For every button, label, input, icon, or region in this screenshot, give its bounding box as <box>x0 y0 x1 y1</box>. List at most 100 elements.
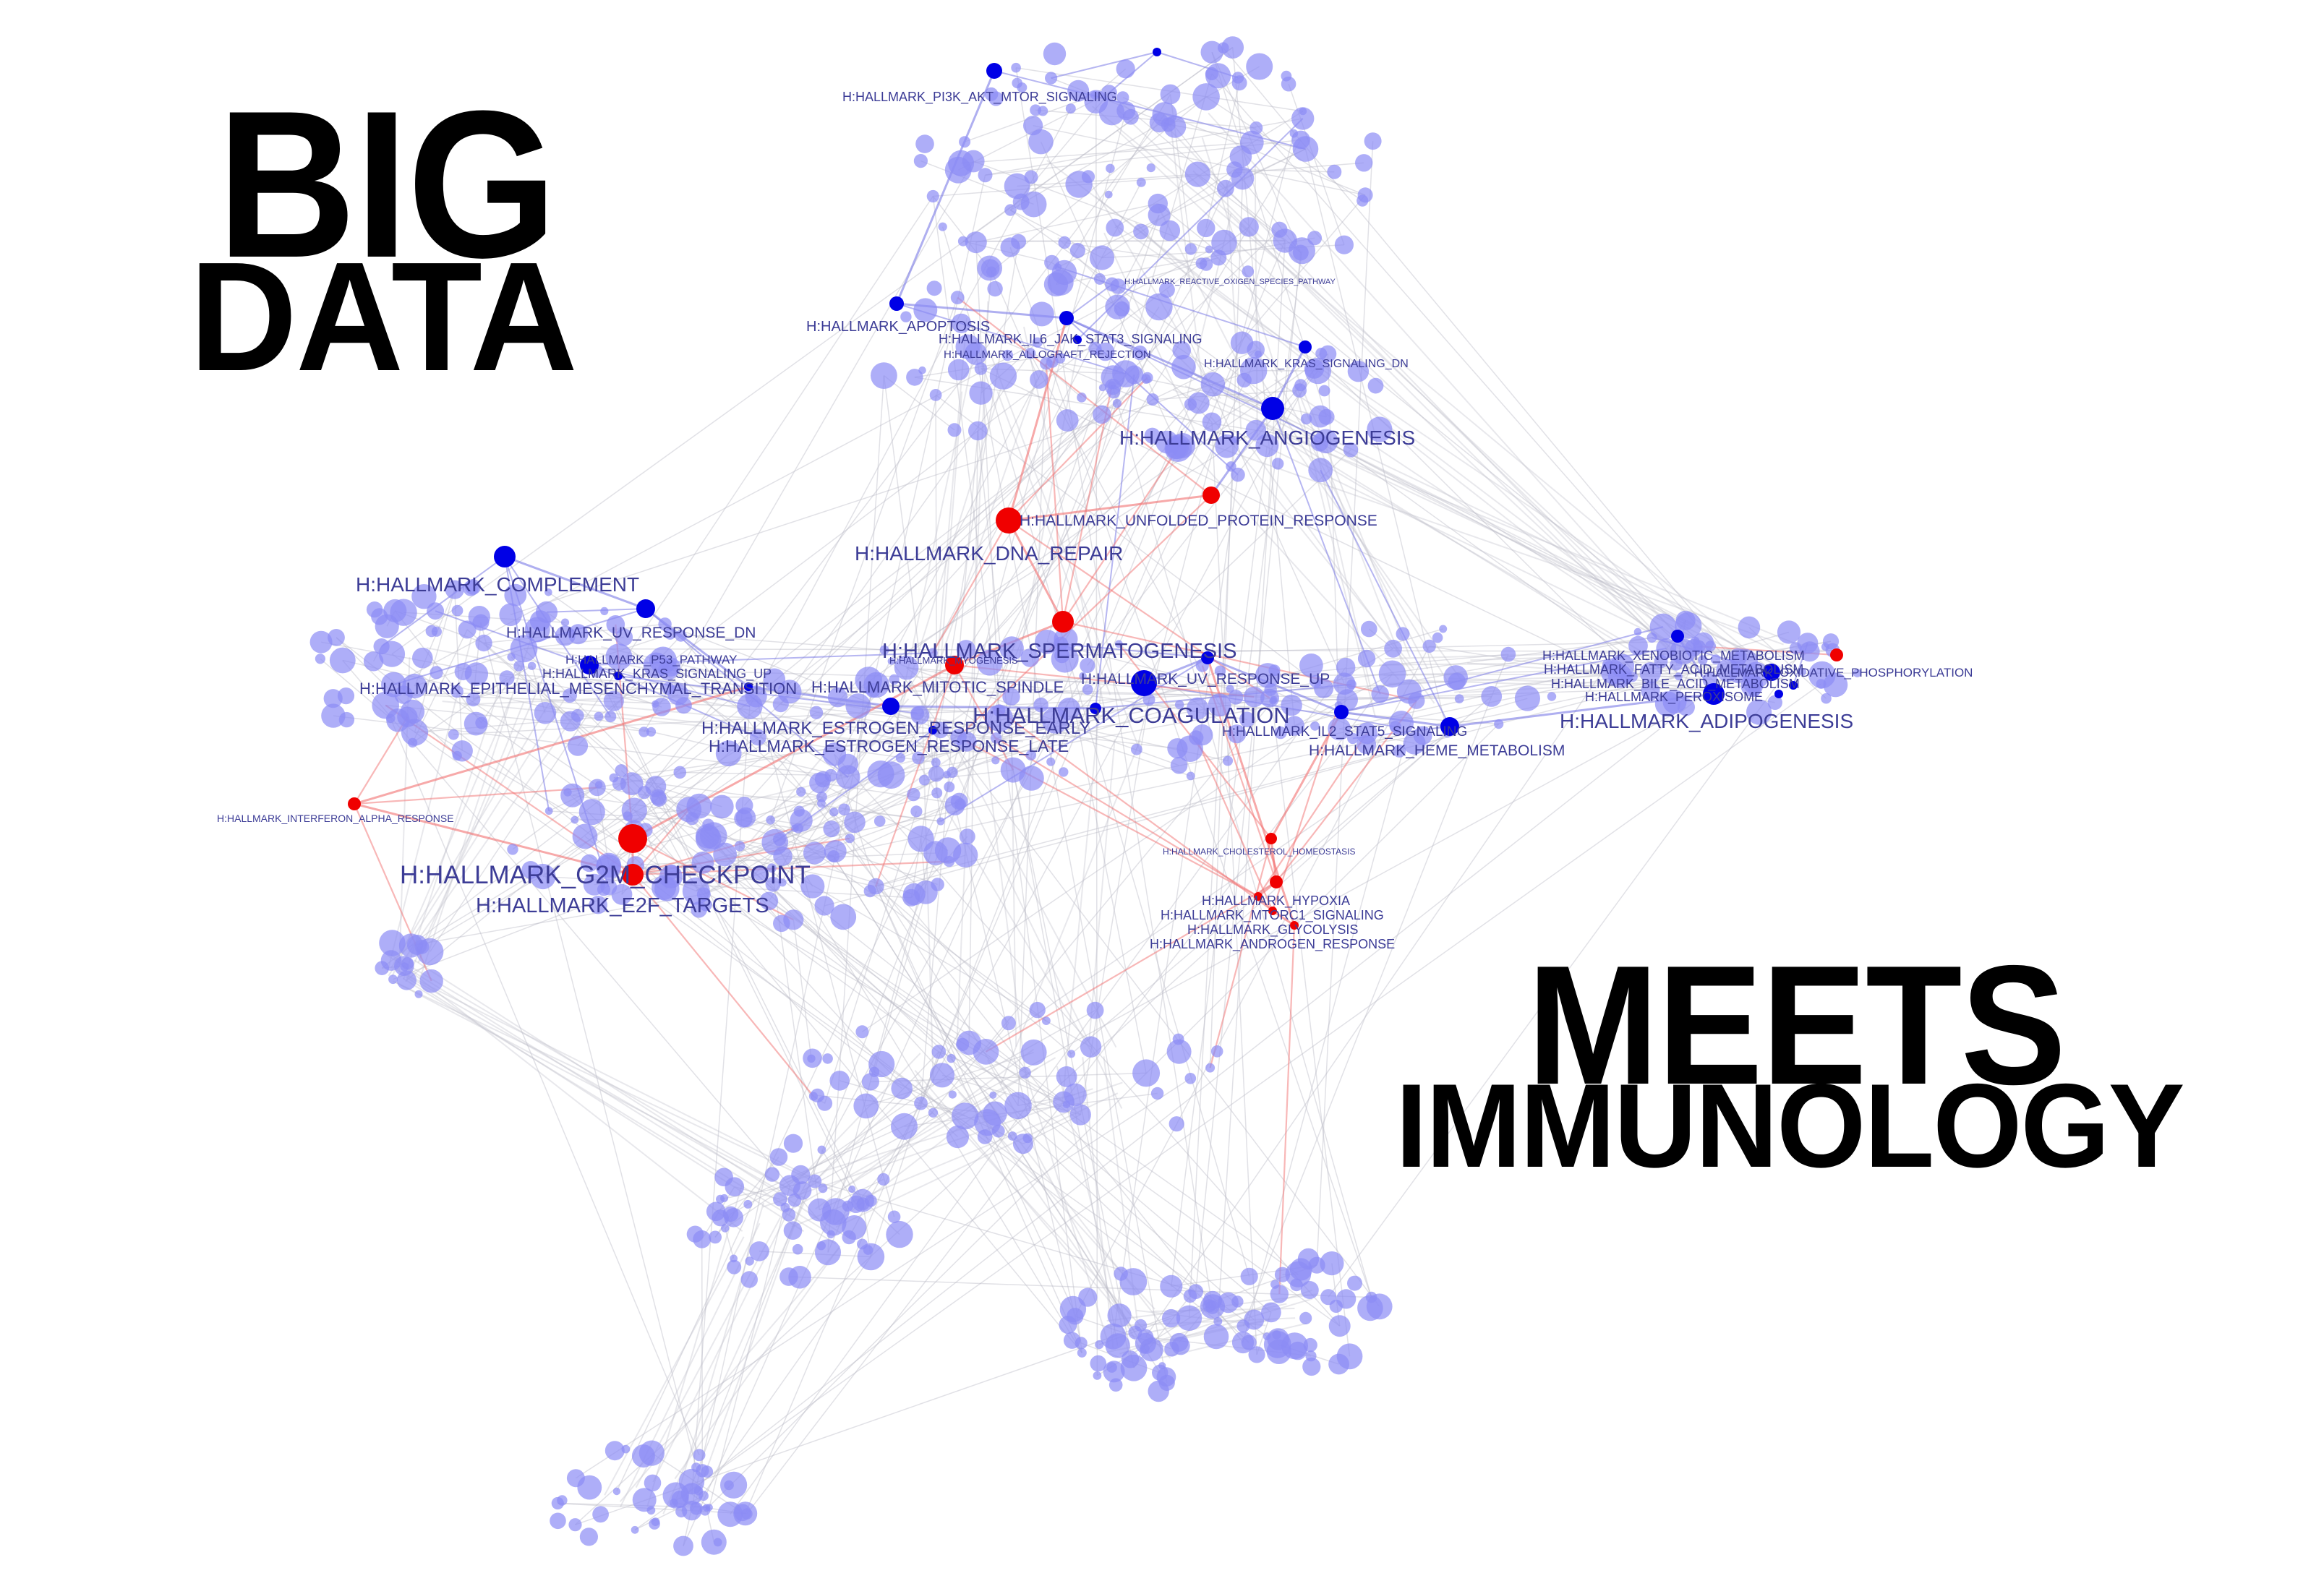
network-node <box>1329 1315 1351 1337</box>
network-edge <box>1289 84 1344 245</box>
hub-node-blue <box>986 63 1002 79</box>
network-node <box>1064 1332 1080 1349</box>
network-node <box>930 1063 954 1087</box>
network-node <box>706 1504 713 1511</box>
network-node <box>951 291 965 304</box>
network-node <box>605 1441 625 1460</box>
network-node <box>1821 693 1832 704</box>
network-node <box>475 717 487 729</box>
network-edge <box>1010 210 1102 258</box>
network-node <box>321 703 345 727</box>
network-edge <box>1001 740 1141 1085</box>
network-node <box>1173 1034 1184 1045</box>
network-node <box>978 168 993 182</box>
network-node <box>1046 758 1055 766</box>
network-node <box>420 969 443 993</box>
network-node <box>600 607 608 615</box>
network-node <box>903 883 926 906</box>
network-node <box>652 700 659 708</box>
network-node <box>1109 1379 1123 1392</box>
network-node <box>1008 1131 1017 1141</box>
node-label: H:HALLMARK_COMPLEMENT <box>356 573 639 596</box>
node-label: H:HALLMARK_UNFOLDED_PROTEIN_RESPONSE <box>1020 513 1377 529</box>
network-node <box>1077 1348 1087 1358</box>
network-node <box>858 1243 885 1271</box>
network-node <box>765 1167 779 1181</box>
network-node <box>430 666 443 679</box>
network-node <box>622 1445 631 1454</box>
network-node <box>947 1054 955 1063</box>
network-node <box>827 850 840 862</box>
node-label: H:HALLMARK_GLYCOLYSIS <box>1187 922 1358 938</box>
node-label: H:HALLMARK_ADIPOGENESIS <box>1560 710 1853 732</box>
network-node <box>939 223 947 231</box>
network-node <box>579 799 605 825</box>
network-node <box>1028 129 1054 155</box>
node-label: H:HALLMARK_UV_RESPONSE_DN <box>506 625 756 641</box>
network-node <box>674 766 687 779</box>
network-node <box>1188 1284 1203 1299</box>
network-node <box>1001 1016 1016 1030</box>
network-node <box>1201 372 1226 397</box>
node-label: H:HALLMARK_PEROXISOME <box>1585 690 1763 705</box>
network-node <box>1691 637 1699 646</box>
network-node <box>571 709 584 722</box>
network-node <box>560 784 584 807</box>
network-node <box>1080 1037 1101 1058</box>
network-node <box>793 823 803 834</box>
network-node <box>1048 270 1074 296</box>
hub-node-red <box>996 507 1022 534</box>
network-node <box>408 738 417 747</box>
node-label: H:HALLMARK_ALLOGRAFT_REJECTION <box>944 348 1151 361</box>
network-node <box>1232 72 1244 83</box>
network-node <box>1125 366 1144 385</box>
network-node <box>1093 1371 1102 1380</box>
network-node <box>415 990 423 998</box>
network-node <box>944 856 954 867</box>
network-node <box>845 693 871 719</box>
network-node <box>741 1271 758 1287</box>
network-edge <box>576 1079 1190 1478</box>
network-node <box>1335 236 1354 254</box>
network-node <box>1358 650 1375 667</box>
node-label: H:HALLMARK_XENOBIOTIC_METABOLISM <box>1542 648 1805 664</box>
hub-node-blue <box>1261 397 1284 420</box>
network-node <box>1077 393 1087 403</box>
network-node <box>1281 71 1292 82</box>
network-node <box>1231 1295 1243 1307</box>
network-node <box>1106 164 1115 173</box>
network-node <box>766 815 775 825</box>
network-node <box>930 389 942 401</box>
network-node <box>1494 719 1503 729</box>
network-node <box>1160 220 1181 241</box>
network-edge <box>395 982 793 1191</box>
headline-immunology: IMMUNOLOGY <box>1396 1066 2184 1186</box>
network-node <box>381 950 402 971</box>
network-node <box>989 1092 996 1099</box>
network-node <box>1148 1381 1169 1402</box>
network-node <box>864 885 876 897</box>
network-node <box>1634 628 1642 636</box>
network-node <box>452 605 463 617</box>
network-node <box>829 807 838 816</box>
network-node <box>1123 109 1139 125</box>
node-label: H:HALLMARK_ESTROGEN_RESPONSE_LATE <box>709 737 1069 755</box>
network-node <box>709 1231 722 1244</box>
network-node <box>1185 162 1210 187</box>
network-node <box>1319 385 1330 397</box>
network-node <box>612 777 626 791</box>
network-node <box>770 1148 788 1166</box>
network-edge <box>793 920 811 1058</box>
network-node <box>386 714 396 724</box>
network-node <box>746 1256 754 1265</box>
network-node <box>931 758 941 767</box>
network-node <box>1169 1116 1184 1131</box>
network-node <box>796 787 806 797</box>
network-node <box>675 1506 687 1517</box>
network-node <box>734 810 752 828</box>
node-label: H:HALLMARK_IL6_JAK_STAT3_SIGNALING <box>939 332 1202 347</box>
network-node <box>1738 617 1761 639</box>
network-node <box>550 1513 566 1530</box>
network-node <box>1171 355 1196 380</box>
network-node <box>907 788 920 801</box>
